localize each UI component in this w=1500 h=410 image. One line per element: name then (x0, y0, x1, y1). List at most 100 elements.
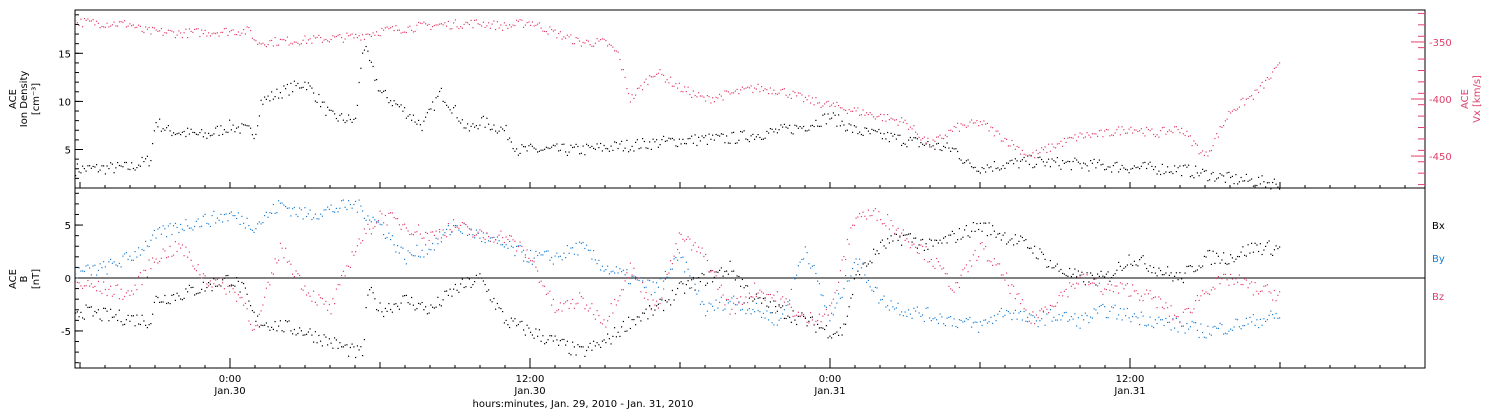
top-series-0-point (185, 135, 187, 138)
bottom-By-point (159, 227, 161, 229)
bottom-By-point (402, 247, 404, 249)
bottom-Bx-point (173, 294, 175, 296)
top-series-0-point (671, 137, 673, 139)
top-series-1-point (640, 85, 642, 87)
top-series-1-point (867, 114, 869, 116)
top-series-1-point (216, 32, 218, 34)
bottom-Bx-point (1032, 252, 1034, 254)
top-series-1-point (855, 110, 857, 112)
bottom-Bx-point (1272, 254, 1274, 256)
bottom-Bx-point (717, 271, 719, 273)
top-series-1-point (838, 105, 840, 107)
top-series-1-point (481, 25, 483, 27)
bottom-Bz-point (540, 280, 542, 282)
top-series-0-point (909, 136, 911, 139)
bottom-Bx-point (346, 344, 348, 346)
bottom-By-point (134, 251, 136, 253)
bottom-Bx-point (1086, 272, 1088, 274)
bottom-Bx-point (871, 262, 873, 264)
bottom-Bz-point (80, 285, 82, 287)
top-series-0-point (1277, 186, 1279, 188)
top-series-0-point (920, 142, 922, 144)
bottom-Bz-point (426, 232, 428, 234)
top-series-0-point (1151, 165, 1153, 167)
bottom-Bx-point (169, 303, 171, 305)
bottom-By-point (243, 222, 245, 224)
bottom-By-point (348, 200, 350, 202)
bottom-By-point (626, 269, 628, 271)
top-series-0-point (1125, 168, 1127, 170)
bottom-By-point (498, 240, 500, 242)
top-series-1-point (131, 25, 133, 27)
top-series-1-point (670, 76, 672, 78)
bottom-Bz-point (906, 238, 908, 240)
top-series-0-point (556, 143, 558, 145)
top-series-1-point (323, 39, 325, 41)
bottom-By-point (939, 313, 941, 315)
bottom-By-point (1004, 314, 1006, 316)
bottom-By-point (85, 265, 87, 267)
bottom-By-point (752, 308, 754, 311)
bottom-Bz-point (1130, 295, 1132, 297)
top-series-0-point (514, 150, 516, 152)
bottom-By-point (183, 229, 185, 232)
top-series-0-point (1179, 165, 1181, 167)
bottom-Bx-point (712, 281, 714, 283)
top-series-0-point (1184, 164, 1186, 166)
bottom-Bx-point (684, 292, 686, 294)
bottom-Bz-point (621, 289, 623, 291)
top-series-0-point (197, 134, 199, 136)
top-series-0-point (1037, 157, 1039, 159)
bottom-Bz-point (1202, 290, 1204, 292)
bottom-Bx-point (243, 283, 245, 285)
bottom-By-point (370, 221, 372, 223)
top-series-1-point (717, 97, 719, 99)
top-series-1-point (150, 33, 152, 35)
top-series-0-point (782, 126, 784, 128)
bottom-By-point (992, 322, 994, 324)
top-series-0-point (542, 149, 544, 151)
bottom-By-point (619, 268, 621, 270)
top-series-1-point (201, 29, 203, 31)
top-series-0-point (1091, 162, 1093, 164)
top-series-0-point (523, 146, 525, 148)
top-series-1-point (173, 31, 175, 33)
bottom-By-point (537, 254, 539, 257)
bottom-By-point (1100, 304, 1102, 307)
bottom-By-point (1200, 323, 1202, 325)
top-series-1-point (1163, 126, 1165, 128)
bottom-Bx-point (736, 275, 738, 277)
bottom-Bx-point (860, 277, 862, 279)
bottom-Bz-point (1095, 278, 1097, 280)
top-series-1-point (1083, 137, 1085, 139)
bottom-Bz-point (698, 246, 700, 248)
bottom-By-point (327, 206, 329, 208)
bottom-Bz-point (787, 304, 789, 306)
bottom-Bx-point (1193, 271, 1195, 273)
bottom-Bz-point (283, 257, 285, 259)
top-series-0-point (1240, 176, 1242, 179)
bottom-By-point (1009, 312, 1011, 314)
bottom-Bx-point (631, 319, 633, 321)
bottom-By-point (474, 237, 476, 239)
bottom-Bx-point (563, 338, 565, 341)
top-series-0-point (726, 135, 728, 137)
top-series-1-point (178, 30, 180, 32)
top-series-0-point (866, 127, 868, 129)
bottom-By-point (918, 312, 920, 314)
top-series-1-point (152, 26, 154, 29)
top-series-1-point (1114, 132, 1116, 134)
bottom-By-point (1230, 328, 1232, 330)
bottom-By-point (720, 296, 722, 298)
top-series-0-point (232, 124, 234, 126)
bottom-By-point (1207, 325, 1209, 327)
bottom-Bz-point (1275, 300, 1277, 302)
bottom-Bx-point (661, 299, 663, 301)
bottom-By-point (1273, 317, 1275, 319)
top-series-1-point (904, 119, 906, 121)
top-series-0-point (759, 136, 761, 139)
top-series-1-point (1224, 120, 1226, 122)
top-series-1-point (1256, 89, 1258, 91)
bottom-By-point (1102, 303, 1104, 306)
bottom-Bz-point (1245, 279, 1247, 281)
